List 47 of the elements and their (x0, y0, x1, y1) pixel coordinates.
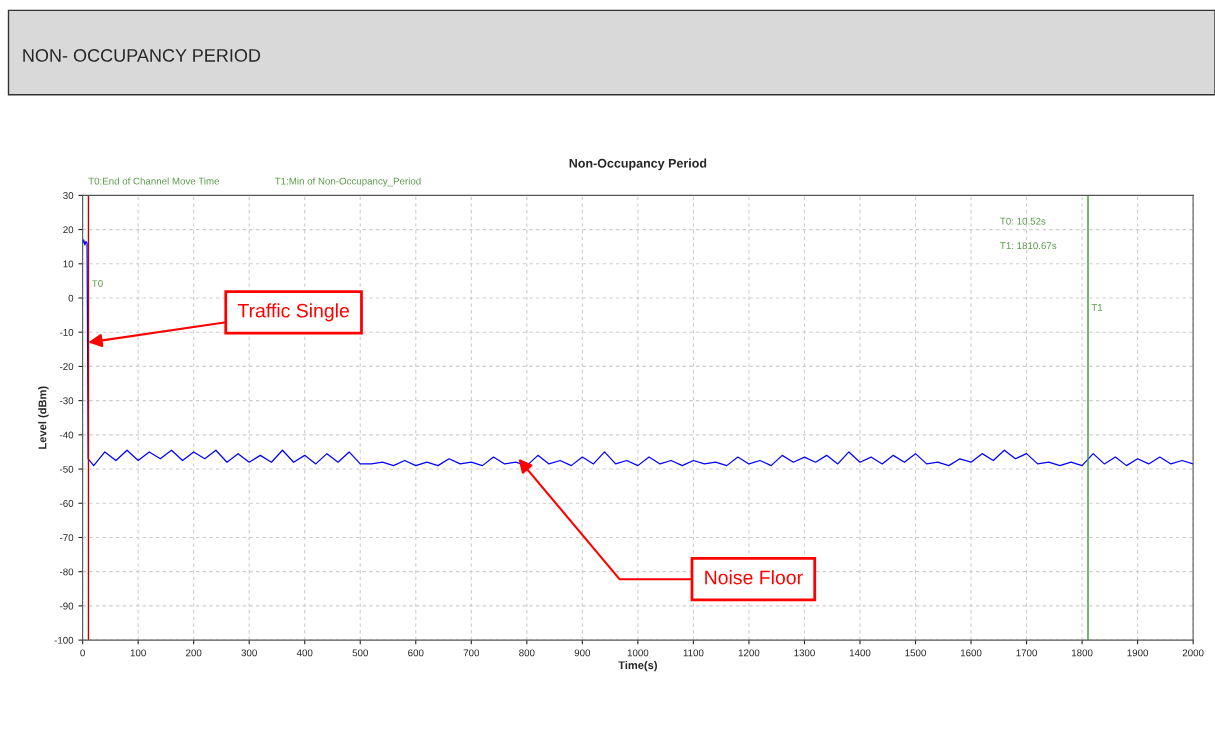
x-tick-label: 2000 (1182, 649, 1204, 657)
x-tick-label: 1900 (1127, 649, 1149, 657)
y-tick-label: -60 (59, 499, 74, 507)
y-tick-label: 0 (68, 294, 74, 302)
text: T0:End of Channel Move Time (88, 177, 220, 185)
chart-title: Non-Occupancy Period (569, 158, 707, 171)
annotation: Traffic Single (237, 303, 349, 322)
y-tick-label: -40 (59, 431, 74, 439)
x-tick-label: 300 (241, 649, 257, 657)
x-tick-label: 1600 (960, 649, 982, 657)
x-tick-label: 400 (296, 649, 313, 657)
y-tick-label: -10 (59, 328, 74, 336)
text: T1:Min of Non-Occupancy_Period (274, 177, 421, 187)
annotation: T0: 10.52s (1000, 217, 1046, 225)
x-axis-title: Time(s) (618, 660, 657, 672)
x-tick-label: 1300 (794, 649, 815, 657)
x-tick-label: 600 (408, 649, 424, 657)
y-tick-label: -80 (59, 568, 74, 576)
annotation: T1: 1810.67s (1000, 242, 1057, 250)
x-tick-label: 1200 (738, 649, 760, 657)
y-tick-label: 30 (63, 192, 74, 199)
y-tick-label: -70 (59, 534, 74, 542)
y-tick-label: -30 (59, 397, 74, 405)
ref-line-label: T0 (92, 280, 103, 287)
annotation: Noise Floor (705, 570, 803, 585)
x-tick-label: 1400 (849, 649, 871, 657)
x-tick-label: 1700 (1016, 649, 1037, 657)
y-axis-title: Level (dBm) (38, 386, 49, 449)
x-tick-label: 700 (463, 649, 480, 657)
x-tick-label: 800 (519, 649, 535, 657)
ref-line-label: T1 (1091, 304, 1103, 311)
x-tick-label: 900 (574, 649, 591, 657)
x-tick-label: 1000 (627, 649, 649, 657)
y-tick-label: -20 (59, 363, 74, 371)
x-tick-label: 1500 (905, 649, 926, 657)
y-tick-label: 20 (63, 226, 74, 234)
y-tick-label: 10 (63, 260, 74, 268)
x-tick-label: 500 (352, 649, 368, 657)
y-tick-label: -50 (59, 465, 74, 473)
x-tick-label: 1800 (1072, 649, 1093, 657)
text: NON- OCCUPANCY PERIOD (23, 49, 261, 62)
x-tick-label: 0 (80, 649, 85, 657)
x-tick-label: 1100 (683, 649, 704, 657)
y-tick-label: -100 (54, 636, 74, 644)
y-tick-label: -90 (59, 602, 74, 610)
x-tick-label: 200 (186, 649, 202, 657)
x-tick-label: 100 (130, 649, 146, 657)
